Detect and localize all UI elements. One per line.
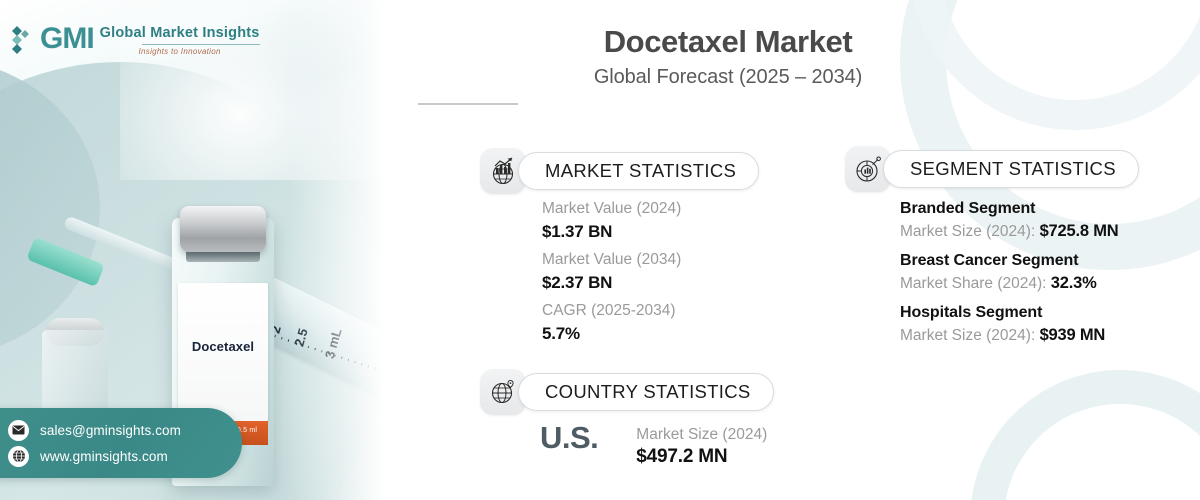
segment-metric-label: Market Size (2024): — [900, 223, 1040, 240]
heading-divider — [418, 103, 518, 105]
country-statistics-title: COUNTRY STATISTICS — [545, 381, 751, 402]
country-name: U.S. — [540, 420, 599, 455]
segment-title: Breast Cancer Segment — [900, 252, 1079, 269]
segment-statistics-header: SEGMENT STATISTICS — [845, 146, 1139, 192]
envelope-icon — [8, 419, 29, 441]
vial-label: Docetaxel — [178, 283, 268, 421]
page-title: Docetaxel Market — [603, 24, 853, 59]
donut-chart-icon — [856, 156, 881, 182]
segment-item: Hospitals Segment Market Size (2024): $9… — [900, 302, 1118, 347]
market-stat-label: Market Value (2024) — [542, 200, 682, 217]
logo-initials: GMI — [40, 22, 95, 55]
contact-panel: sales@gminsights.com www.gminsights.com — [0, 408, 242, 478]
contact-website-row[interactable]: www.gminsights.com — [8, 443, 242, 469]
vial-label-text: Docetaxel — [191, 339, 255, 354]
logo-company-name: Global Market Insights — [99, 25, 260, 41]
globe-icon — [8, 445, 29, 467]
gmi-logo[interactable]: GMI Global Market Insights Insights to I… — [12, 22, 260, 56]
market-stat-value: $2.37 BN — [542, 273, 613, 292]
market-statistics-header: MARKET STATISTICS — [480, 148, 760, 194]
segment-title: Branded Segment — [900, 200, 1036, 217]
page-subtitle: Global Forecast (2025 – 2034) — [593, 66, 863, 88]
segment-metric: Market Share (2024): 32.3% — [900, 272, 1118, 295]
country-statistics-header: COUNTRY STATISTICS — [480, 369, 774, 415]
market-statistics-list: Market Value (2024) $1.37 BN Market Valu… — [542, 198, 681, 351]
segment-metric-label: Market Share (2024): — [900, 275, 1051, 292]
segment-statistics-list: Branded Segment Market Size (2024): $725… — [900, 198, 1119, 354]
country-metric: Market Size (2024) $497.2 MN — [636, 420, 767, 469]
segment-metric-label: Market Size (2024): — [900, 327, 1040, 344]
market-statistics-title: MARKET STATISTICS — [545, 160, 737, 181]
country-statistics-pill: COUNTRY STATISTICS — [518, 373, 774, 411]
segment-title: Hospitals Segment — [900, 304, 1043, 321]
logo-wordmark: Global Market Insights Insights to Innov… — [100, 22, 260, 56]
segment-statistics-pill: SEGMENT STATISTICS — [883, 150, 1139, 188]
gmi-diamond-icon — [12, 26, 29, 54]
market-stat-label: Market Value (2034) — [542, 251, 682, 268]
contact-email-row[interactable]: sales@gminsights.com — [8, 417, 242, 443]
segment-item: Breast Cancer Segment Market Share (2024… — [900, 250, 1118, 295]
segment-metric: Market Size (2024): $725.8 MN — [900, 220, 1119, 243]
logo-tagline: Insights to Innovation — [138, 47, 221, 56]
segment-metric: Market Size (2024): $939 MN — [900, 324, 1118, 347]
country-metric-value: $497.2 MN — [636, 446, 728, 467]
market-stat-row: Market Value (2024) $1.37 BN — [542, 198, 681, 243]
country-metric-label: Market Size (2024) — [636, 426, 768, 443]
vial-aluminium-cap — [180, 206, 266, 252]
segment-metric-value: $725.8 MN — [1039, 222, 1119, 240]
report-heading: Docetaxel Market Global Forecast (2025 –… — [418, 22, 1038, 105]
segment-metric-value: $939 MN — [1039, 326, 1106, 344]
contact-email-text: sales@gminsights.com — [40, 422, 182, 438]
photo-edge-fade — [290, 0, 400, 500]
contact-website-text: www.gminsights.com — [40, 448, 168, 464]
globe-pin-icon — [491, 379, 514, 404]
globe-bar-chart-icon — [492, 157, 514, 185]
market-stat-value: 5.7% — [542, 324, 580, 343]
market-stat-row: Market Value (2034) $2.37 BN — [542, 249, 681, 294]
market-stat-row: CAGR (2025-2034) 5.7% — [542, 300, 681, 345]
market-stat-value: $1.37 BN — [542, 222, 613, 241]
segment-metric-value: 32.3% — [1050, 274, 1097, 292]
country-statistics-body: U.S. Market Size (2024) $497.2 MN — [540, 420, 767, 469]
decorative-arc-bottom-right — [970, 370, 1200, 500]
segment-statistics-title: SEGMENT STATISTICS — [910, 158, 1116, 179]
market-statistics-pill: MARKET STATISTICS — [518, 152, 760, 190]
market-stat-label: CAGR (2025-2034) — [542, 302, 676, 319]
vial-neck — [186, 250, 260, 262]
segment-item: Branded Segment Market Size (2024): $725… — [900, 198, 1119, 243]
logo-divider — [141, 44, 260, 45]
